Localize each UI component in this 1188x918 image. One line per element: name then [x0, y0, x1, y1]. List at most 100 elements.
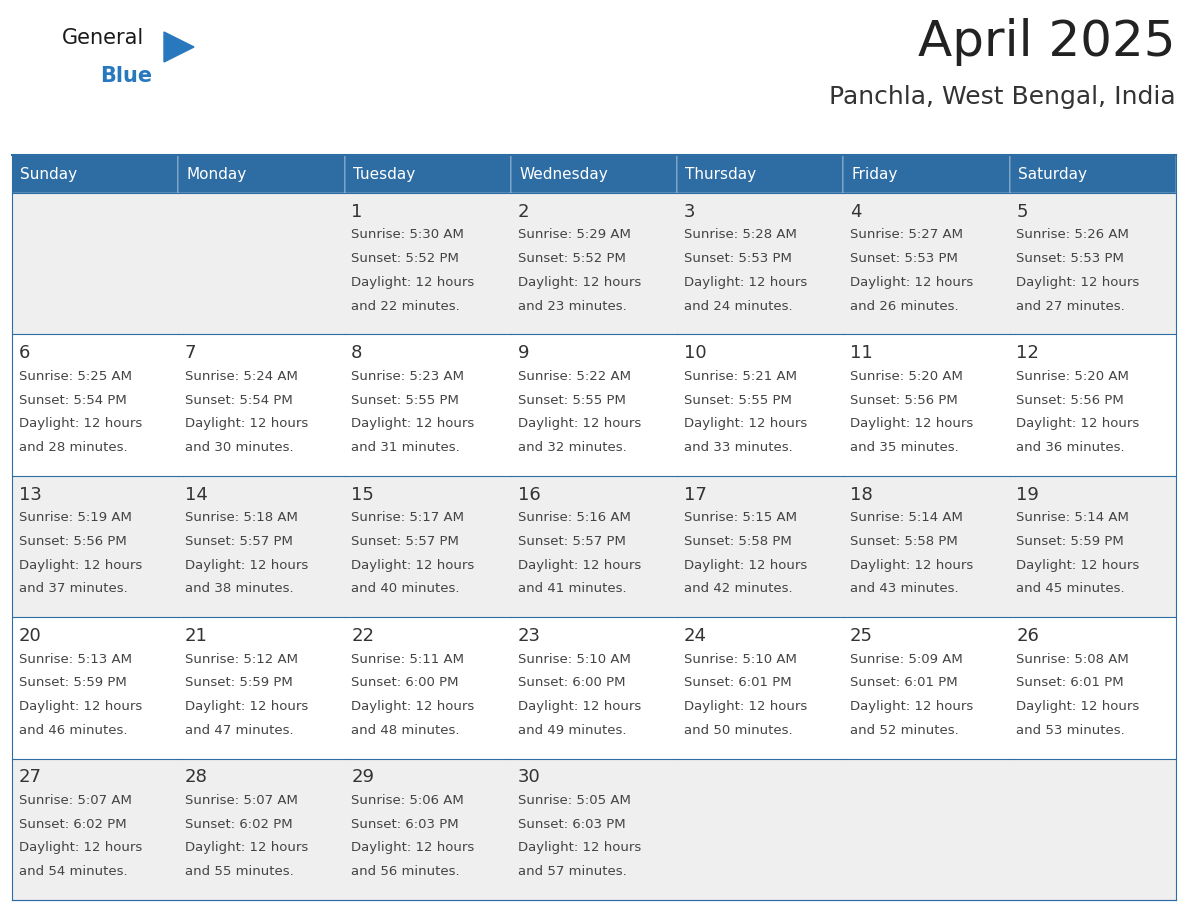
Bar — [12, 155, 178, 193]
Text: 20: 20 — [19, 627, 42, 645]
Text: 17: 17 — [684, 486, 707, 504]
Text: and 56 minutes.: and 56 minutes. — [352, 866, 460, 879]
Bar — [1010, 334, 1176, 476]
Text: Daylight: 12 hours: Daylight: 12 hours — [1017, 559, 1139, 572]
Text: and 43 minutes.: and 43 minutes. — [851, 582, 959, 596]
Text: Sunday: Sunday — [20, 166, 77, 182]
Text: Sunset: 6:00 PM: Sunset: 6:00 PM — [518, 677, 625, 689]
Text: Daylight: 12 hours: Daylight: 12 hours — [352, 559, 474, 572]
Text: and 47 minutes.: and 47 minutes. — [185, 723, 293, 737]
Text: Sunrise: 5:20 AM: Sunrise: 5:20 AM — [851, 370, 963, 383]
Text: Friday: Friday — [852, 166, 898, 182]
Text: Daylight: 12 hours: Daylight: 12 hours — [19, 418, 141, 431]
Bar — [677, 334, 843, 476]
Text: and 30 minutes.: and 30 minutes. — [185, 441, 293, 454]
Text: and 55 minutes.: and 55 minutes. — [185, 866, 293, 879]
Text: Sunrise: 5:10 AM: Sunrise: 5:10 AM — [684, 653, 797, 666]
Text: 29: 29 — [352, 768, 374, 787]
Text: Daylight: 12 hours: Daylight: 12 hours — [851, 700, 973, 713]
Text: 23: 23 — [518, 627, 541, 645]
Text: and 31 minutes.: and 31 minutes. — [352, 441, 460, 454]
Text: Sunrise: 5:25 AM: Sunrise: 5:25 AM — [19, 370, 132, 383]
Text: 1: 1 — [352, 203, 362, 221]
Text: Sunset: 6:00 PM: Sunset: 6:00 PM — [352, 677, 459, 689]
Text: 7: 7 — [185, 344, 196, 363]
Bar — [345, 617, 511, 758]
Text: General: General — [62, 28, 144, 48]
Bar — [843, 155, 1010, 193]
Text: 4: 4 — [851, 203, 861, 221]
Text: 27: 27 — [19, 768, 42, 787]
Bar — [345, 334, 511, 476]
Text: Thursday: Thursday — [685, 166, 757, 182]
Text: Daylight: 12 hours: Daylight: 12 hours — [518, 842, 640, 855]
Text: Sunset: 5:54 PM: Sunset: 5:54 PM — [185, 394, 292, 407]
Bar — [12, 476, 178, 617]
Text: Daylight: 12 hours: Daylight: 12 hours — [185, 559, 308, 572]
Text: Daylight: 12 hours: Daylight: 12 hours — [352, 842, 474, 855]
Text: Sunrise: 5:15 AM: Sunrise: 5:15 AM — [684, 511, 797, 524]
Bar — [677, 476, 843, 617]
Text: 28: 28 — [185, 768, 208, 787]
Text: 12: 12 — [1017, 344, 1040, 363]
Text: and 27 minutes.: and 27 minutes. — [1017, 299, 1125, 313]
Text: Daylight: 12 hours: Daylight: 12 hours — [19, 559, 141, 572]
Text: and 40 minutes.: and 40 minutes. — [352, 582, 460, 596]
Bar — [345, 193, 511, 334]
Text: Sunset: 5:53 PM: Sunset: 5:53 PM — [684, 252, 791, 265]
Text: Sunrise: 5:14 AM: Sunrise: 5:14 AM — [1017, 511, 1130, 524]
Text: Daylight: 12 hours: Daylight: 12 hours — [19, 700, 141, 713]
Text: and 37 minutes.: and 37 minutes. — [19, 582, 127, 596]
Text: Sunrise: 5:30 AM: Sunrise: 5:30 AM — [352, 229, 465, 241]
Text: Sunset: 6:01 PM: Sunset: 6:01 PM — [851, 677, 958, 689]
Bar — [843, 758, 1010, 900]
Text: Sunrise: 5:19 AM: Sunrise: 5:19 AM — [19, 511, 132, 524]
Text: Sunset: 5:55 PM: Sunset: 5:55 PM — [352, 394, 459, 407]
Text: Sunset: 5:52 PM: Sunset: 5:52 PM — [352, 252, 459, 265]
Text: Sunrise: 5:16 AM: Sunrise: 5:16 AM — [518, 511, 631, 524]
Text: 26: 26 — [1017, 627, 1040, 645]
Text: Sunrise: 5:10 AM: Sunrise: 5:10 AM — [518, 653, 631, 666]
Text: Sunrise: 5:22 AM: Sunrise: 5:22 AM — [518, 370, 631, 383]
Text: Daylight: 12 hours: Daylight: 12 hours — [185, 700, 308, 713]
Text: Sunrise: 5:17 AM: Sunrise: 5:17 AM — [352, 511, 465, 524]
Bar — [178, 617, 345, 758]
Text: Daylight: 12 hours: Daylight: 12 hours — [518, 418, 640, 431]
Text: Daylight: 12 hours: Daylight: 12 hours — [352, 418, 474, 431]
Bar — [843, 617, 1010, 758]
Text: 22: 22 — [352, 627, 374, 645]
Bar — [843, 334, 1010, 476]
Text: and 23 minutes.: and 23 minutes. — [518, 299, 626, 313]
Text: Saturday: Saturday — [1018, 166, 1087, 182]
Text: Sunset: 5:59 PM: Sunset: 5:59 PM — [1017, 535, 1124, 548]
Text: 15: 15 — [352, 486, 374, 504]
Text: Daylight: 12 hours: Daylight: 12 hours — [185, 842, 308, 855]
Bar — [178, 155, 345, 193]
Text: Sunset: 5:59 PM: Sunset: 5:59 PM — [19, 677, 126, 689]
Text: 9: 9 — [518, 344, 529, 363]
Text: and 46 minutes.: and 46 minutes. — [19, 723, 127, 737]
Text: Sunset: 5:56 PM: Sunset: 5:56 PM — [851, 394, 958, 407]
Text: Sunset: 6:02 PM: Sunset: 6:02 PM — [185, 818, 292, 831]
Text: Daylight: 12 hours: Daylight: 12 hours — [851, 276, 973, 289]
Text: and 53 minutes.: and 53 minutes. — [1017, 723, 1125, 737]
Text: Daylight: 12 hours: Daylight: 12 hours — [684, 418, 807, 431]
Text: Daylight: 12 hours: Daylight: 12 hours — [684, 559, 807, 572]
Text: Sunrise: 5:05 AM: Sunrise: 5:05 AM — [518, 794, 631, 807]
Text: and 24 minutes.: and 24 minutes. — [684, 299, 792, 313]
Text: Sunset: 5:52 PM: Sunset: 5:52 PM — [518, 252, 625, 265]
Text: Daylight: 12 hours: Daylight: 12 hours — [518, 276, 640, 289]
Bar — [511, 193, 677, 334]
Text: Sunset: 6:03 PM: Sunset: 6:03 PM — [518, 818, 625, 831]
Bar — [843, 476, 1010, 617]
Bar — [178, 334, 345, 476]
Text: 10: 10 — [684, 344, 707, 363]
Text: and 41 minutes.: and 41 minutes. — [518, 582, 626, 596]
Text: April 2025: April 2025 — [918, 18, 1176, 66]
Text: Sunrise: 5:23 AM: Sunrise: 5:23 AM — [352, 370, 465, 383]
Text: 3: 3 — [684, 203, 695, 221]
Bar — [511, 758, 677, 900]
Text: Sunrise: 5:06 AM: Sunrise: 5:06 AM — [352, 794, 465, 807]
Bar — [1010, 617, 1176, 758]
Bar — [178, 758, 345, 900]
